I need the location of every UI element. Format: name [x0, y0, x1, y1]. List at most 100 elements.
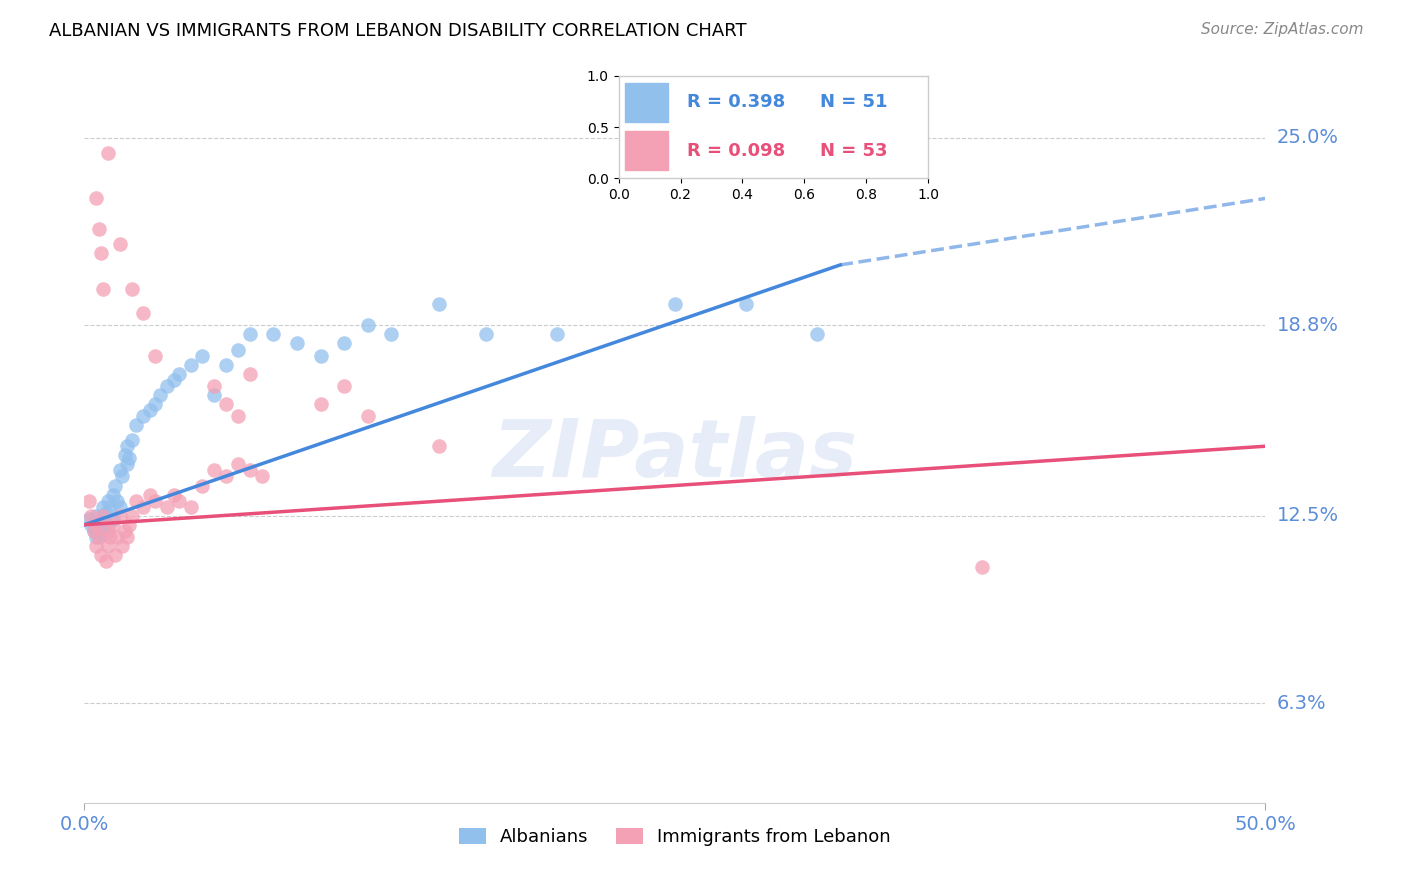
Point	[111, 539, 134, 553]
Point	[285, 336, 308, 351]
Point	[427, 297, 450, 311]
Point	[215, 358, 238, 372]
Point	[139, 403, 162, 417]
Text: ALBANIAN VS IMMIGRANTS FROM LEBANON DISABILITY CORRELATION CHART: ALBANIAN VS IMMIGRANTS FROM LEBANON DISA…	[49, 22, 747, 40]
Point	[139, 487, 162, 501]
Point	[475, 327, 498, 342]
Point	[239, 327, 262, 342]
Point	[191, 349, 214, 363]
Point	[97, 539, 120, 553]
Point	[97, 146, 120, 161]
Point	[121, 433, 143, 447]
Point	[226, 458, 249, 472]
Point	[91, 282, 114, 296]
Point	[87, 530, 110, 544]
Point	[84, 517, 107, 532]
Point	[333, 378, 356, 392]
Point	[101, 512, 124, 526]
Point	[84, 530, 107, 544]
Point	[125, 493, 148, 508]
Point	[118, 517, 141, 532]
Point	[215, 469, 238, 483]
Text: 6.3%: 6.3%	[1277, 694, 1326, 713]
Point	[90, 548, 112, 562]
Point	[98, 530, 121, 544]
Point	[309, 397, 332, 411]
Point	[156, 500, 179, 514]
Point	[94, 554, 117, 568]
Point	[104, 548, 127, 562]
Text: R = 0.398: R = 0.398	[686, 94, 785, 112]
Point	[163, 373, 186, 387]
Point	[114, 448, 136, 462]
Point	[101, 517, 124, 532]
Point	[156, 378, 179, 392]
Point	[90, 245, 112, 260]
Text: 18.8%: 18.8%	[1277, 316, 1339, 334]
Point	[125, 418, 148, 433]
Point	[94, 506, 117, 520]
Point	[132, 409, 155, 423]
Point	[262, 327, 284, 342]
Point	[111, 469, 134, 483]
Point	[664, 297, 686, 311]
Point	[202, 463, 225, 477]
Point	[180, 358, 202, 372]
Point	[309, 349, 332, 363]
Point	[91, 508, 114, 523]
Point	[239, 463, 262, 477]
Point	[80, 508, 103, 523]
Point	[83, 524, 105, 538]
Point	[333, 336, 356, 351]
Point	[143, 397, 166, 411]
Point	[806, 327, 828, 342]
Point	[163, 487, 186, 501]
Point	[90, 521, 112, 535]
Point	[108, 236, 131, 251]
Point	[108, 500, 131, 514]
Point	[84, 191, 107, 205]
Point	[80, 517, 103, 532]
Point	[114, 524, 136, 538]
Point	[132, 500, 155, 514]
Point	[104, 478, 127, 492]
Point	[226, 409, 249, 423]
Point	[180, 500, 202, 514]
Text: N = 53: N = 53	[820, 142, 887, 160]
Point	[167, 493, 190, 508]
FancyBboxPatch shape	[624, 83, 668, 122]
Point	[546, 327, 568, 342]
Point	[84, 508, 107, 523]
Point	[83, 524, 105, 538]
Point	[107, 493, 129, 508]
Point	[143, 349, 166, 363]
Point	[115, 439, 138, 453]
Point	[734, 297, 756, 311]
Point	[91, 500, 114, 514]
Point	[108, 463, 131, 477]
Point	[202, 378, 225, 392]
Point	[97, 524, 120, 538]
Point	[97, 517, 120, 532]
Point	[357, 409, 380, 423]
Text: R = 0.098: R = 0.098	[686, 142, 785, 160]
Point	[167, 367, 190, 381]
Point	[84, 539, 107, 553]
Text: ZIPatlas: ZIPatlas	[492, 416, 858, 494]
Point	[357, 318, 380, 333]
FancyBboxPatch shape	[624, 131, 668, 170]
Point	[427, 439, 450, 453]
Text: N = 51: N = 51	[820, 94, 887, 112]
Point	[380, 327, 402, 342]
Point	[132, 306, 155, 320]
Point	[226, 343, 249, 357]
Text: 12.5%: 12.5%	[1277, 507, 1339, 525]
Point	[101, 487, 124, 501]
Point	[98, 500, 121, 514]
Point	[215, 397, 238, 411]
Point	[121, 282, 143, 296]
Point	[118, 451, 141, 466]
Point	[107, 530, 129, 544]
Point	[108, 508, 131, 523]
Point	[143, 493, 166, 508]
